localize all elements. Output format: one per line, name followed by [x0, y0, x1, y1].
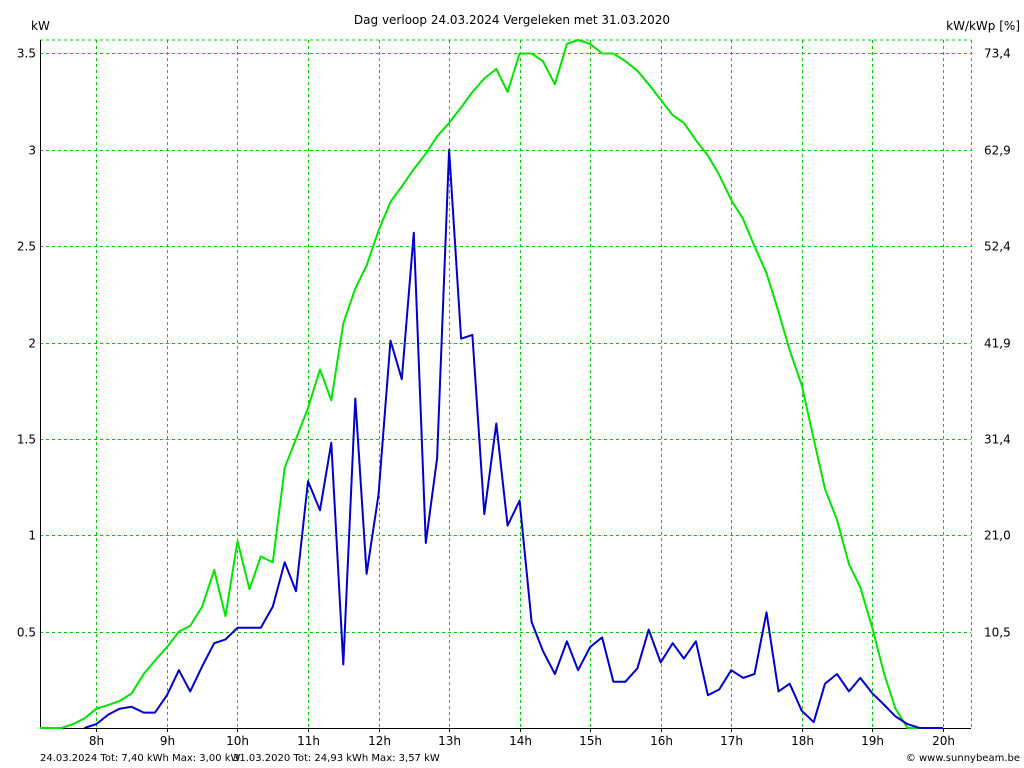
x-tick-label: 10h — [226, 734, 249, 748]
y-tick-label-left: 3.5 — [17, 47, 36, 61]
x-tick-label: 19h — [861, 734, 884, 748]
x-tick-label: 9h — [160, 734, 175, 748]
y-tick-label-left: 3 — [28, 144, 36, 158]
x-tick-label: 8h — [89, 734, 104, 748]
series-layer — [40, 39, 943, 729]
y-tick-label-left: 2.5 — [17, 240, 36, 254]
y-tick-label-left: 1.5 — [17, 433, 36, 447]
series-line-24-03-2024 — [84, 148, 943, 729]
copyright-footer: © www.sunnybeam.be — [906, 753, 1020, 764]
y-axis-right-label: kW/kWp [%] — [946, 19, 1020, 33]
y-tick-label-left: 0.5 — [17, 626, 36, 640]
gridlines — [40, 39, 972, 728]
y-axis-left-label: kW — [31, 19, 50, 33]
x-tick-label: 20h — [932, 734, 955, 748]
y-tick-label-right: 62,9 — [984, 144, 1011, 158]
x-tick-label: 13h — [438, 734, 461, 748]
legend-entry-2020: 31.03.2020 Tot: 24,93 kWh Max: 3,57 kW — [233, 753, 440, 764]
y-tick-label-right: 52,4 — [984, 240, 1011, 254]
series-line-31-03-2020 — [40, 39, 943, 729]
x-tick-label: 14h — [509, 734, 532, 748]
x-tick-label: 17h — [720, 734, 743, 748]
y-tick-label-right: 31,4 — [984, 433, 1011, 447]
y-tick-label-right: 10,5 — [984, 626, 1011, 640]
y-tick-label-right: 41,9 — [984, 337, 1011, 351]
x-tick-label: 18h — [791, 734, 814, 748]
tick-labels: 8h 9h 10h 11h 12h 13h 14h 15h 16h 17h 18h 19h 20h 0.5… — [17, 47, 1011, 749]
y-tick-label-right: 21,0 — [984, 529, 1011, 543]
y-tick-label-left: 1 — [28, 529, 36, 543]
x-tick-label: 16h — [650, 734, 673, 748]
chart-title: Dag verloop 24.03.2024 Vergeleken met 31… — [354, 13, 670, 27]
y-tick-label-right: 73,4 — [984, 47, 1011, 61]
x-tick-label: 15h — [579, 734, 602, 748]
x-tick-label: 11h — [297, 734, 320, 748]
axes — [40, 40, 971, 732]
y-tick-label-left: 2 — [28, 337, 36, 351]
legend-entry-2024: 24.03.2024 Tot: 7,40 kWh Max: 3,00 kW — [40, 753, 241, 764]
x-tick-label: 12h — [368, 734, 391, 748]
